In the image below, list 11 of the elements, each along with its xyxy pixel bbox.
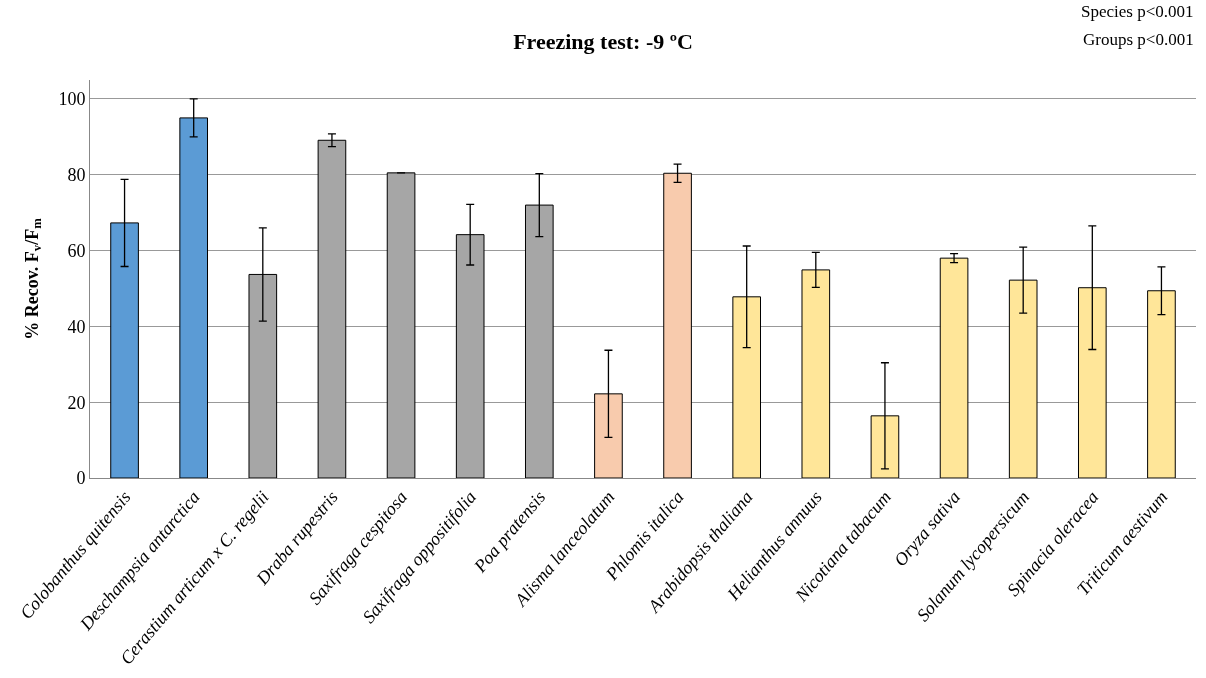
y-tick-label: 20 — [67, 392, 86, 413]
bar — [939, 257, 969, 478]
y-tick-label: 100 — [58, 89, 86, 110]
y-tick-label: 80 — [67, 165, 86, 186]
bar — [386, 172, 416, 478]
y-tick-label: 60 — [67, 240, 86, 261]
text: Species p<0.001 — [1081, 2, 1194, 21]
y-tick-label: 40 — [67, 316, 86, 337]
text: Groups p<0.001 — [1083, 30, 1194, 49]
chart-title: Freezing test: -9 ºC — [513, 29, 693, 55]
y-tick-label: 0 — [76, 468, 86, 489]
